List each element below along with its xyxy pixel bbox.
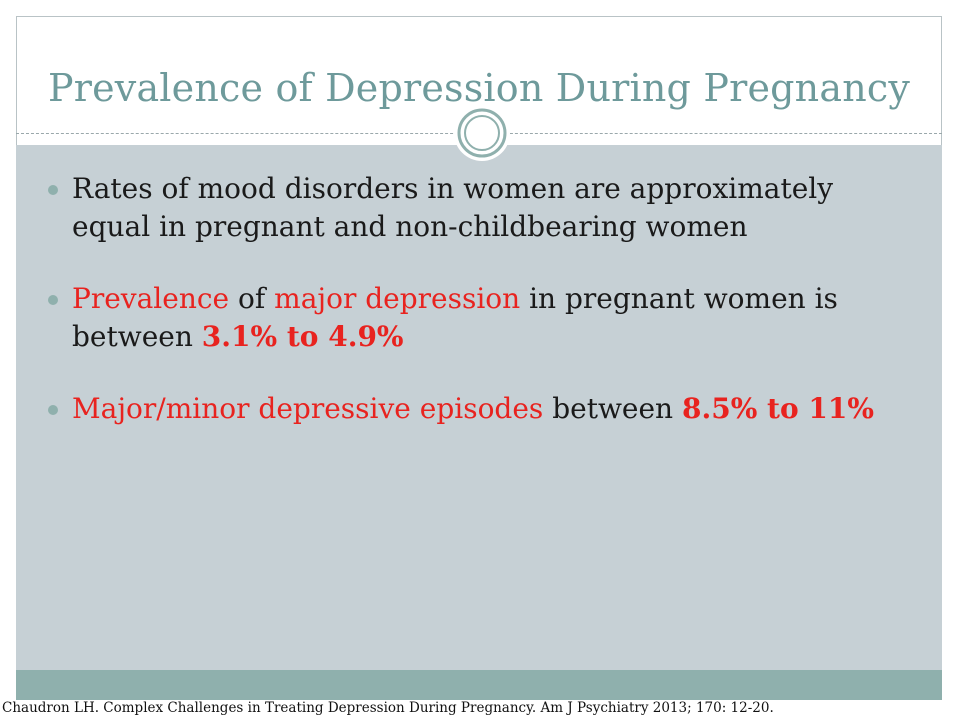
bullet-text-segment: of xyxy=(229,282,275,315)
round-bullet-icon xyxy=(48,405,58,415)
bullet-item: Prevalence of major depression in pregna… xyxy=(48,280,908,356)
bullet-item: Rates of mood disorders in women are app… xyxy=(48,170,908,246)
slide-title: Prevalence of Depression During Pregnanc… xyxy=(47,66,911,110)
bullet-text-segment: Prevalence xyxy=(72,282,230,315)
bullet-text-segment: Rates of mood disorders in women are app… xyxy=(72,172,834,243)
bullet-text-segment: major depression xyxy=(274,282,521,315)
bullet-text-segment: 8.5% to 11% xyxy=(681,392,874,425)
round-bullet-icon xyxy=(48,185,58,195)
footer-band xyxy=(16,670,942,700)
bullet-text-segment: in pregnant women is between xyxy=(72,282,838,353)
title-area: Prevalence of Depression During Pregnanc… xyxy=(16,16,942,134)
bullet-text-segment: 3.1% to 4.9% xyxy=(201,320,404,353)
content-panel xyxy=(16,145,942,670)
bullet-item: Major/minor depressive episodes between … xyxy=(48,390,908,428)
round-bullet-icon xyxy=(48,295,58,305)
citation: Chaudron LH. Complex Challenges in Treat… xyxy=(2,700,774,716)
bullet-list: Rates of mood disorders in women are app… xyxy=(48,170,908,462)
double-circle-ornament-icon xyxy=(454,105,510,161)
bullet-text-segment: Major/minor depressive episodes xyxy=(72,392,544,425)
bullet-text-segment: between xyxy=(543,392,682,425)
